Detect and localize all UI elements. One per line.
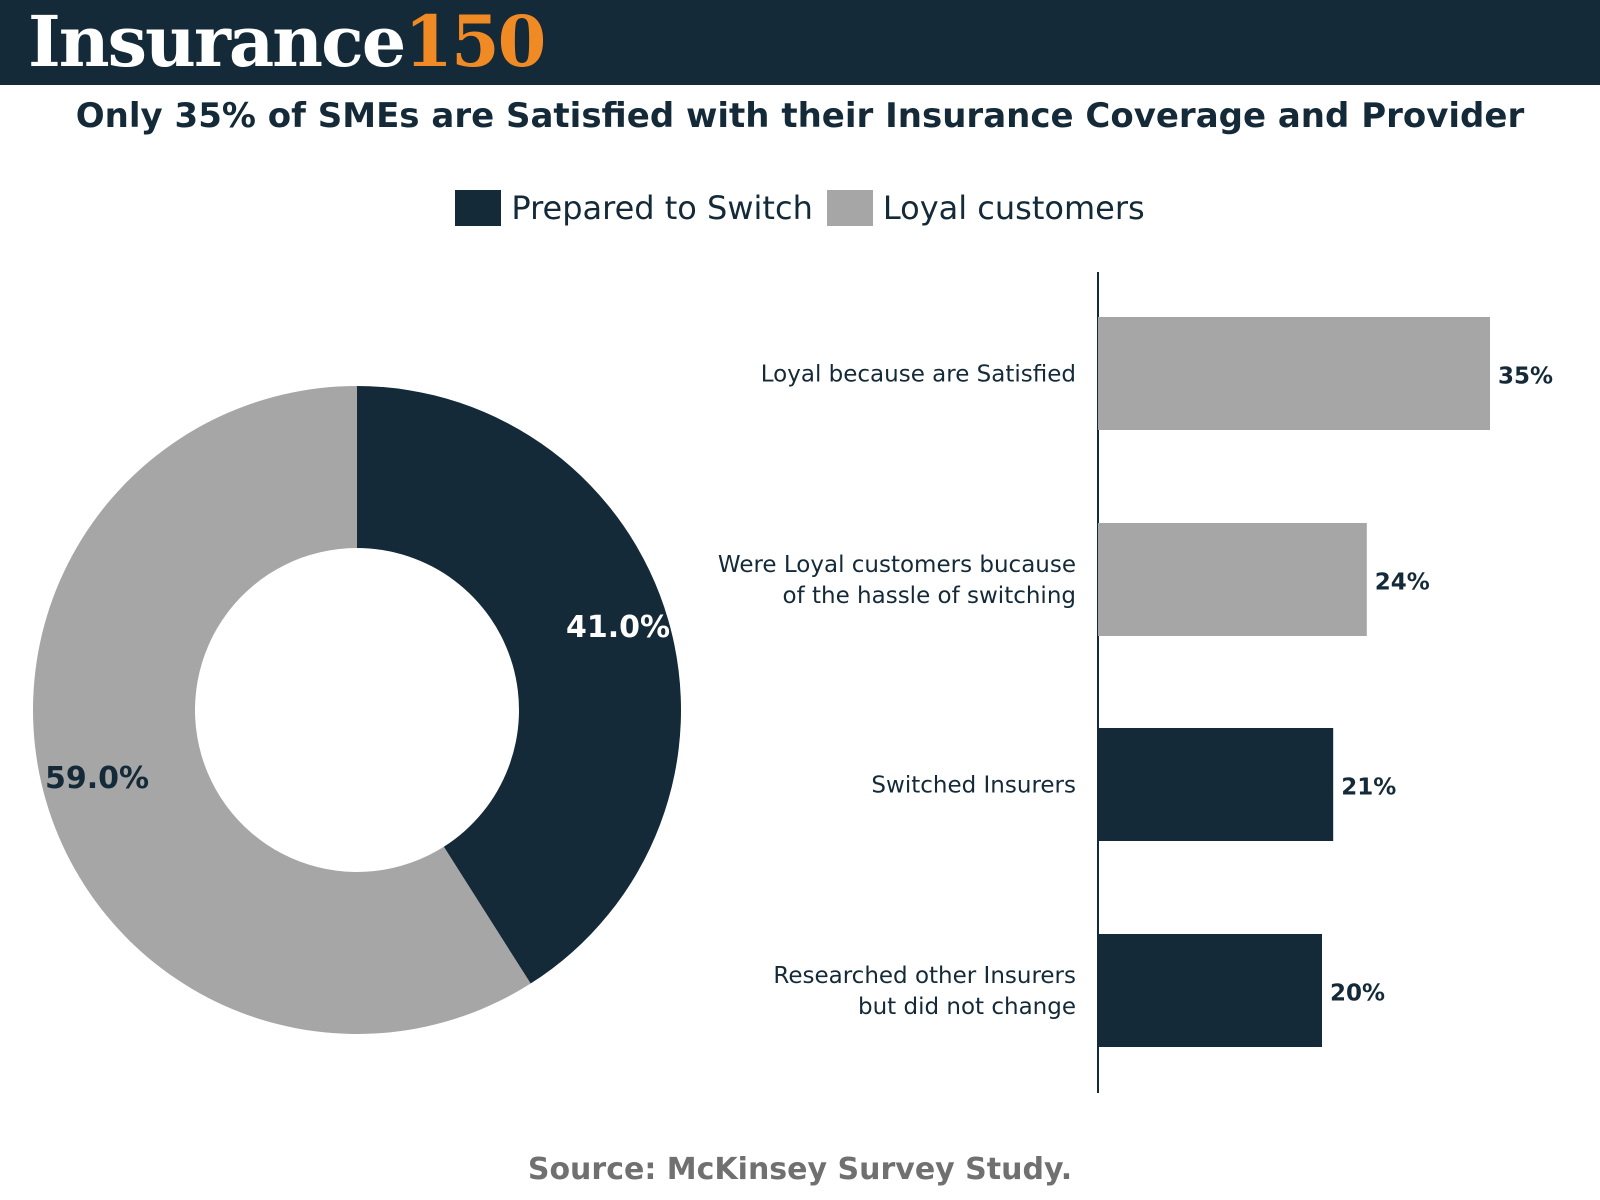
bar-value-label: 21% <box>1341 775 1396 801</box>
chart-title: Only 35% of SMEs are Satisfied with thei… <box>75 96 1525 136</box>
bar-value-label: 35% <box>1498 364 1553 390</box>
donut-chart: 41.0% 59.0% <box>33 386 681 1034</box>
bar-category-label: Were Loyal customers bucause <box>718 552 1076 578</box>
header-banner: Insurance150 <box>0 0 1600 85</box>
bar-chart: 35% Loyal because are Satisfied 24% Were Lo… <box>718 272 1553 1093</box>
bar-category-label: Researched other Insurers <box>773 963 1076 989</box>
bar-category-label: Switched Insurers <box>871 773 1076 799</box>
legend-swatch-gray <box>826 190 873 226</box>
legend-item-prepared-to-switch: Prepared to Switch <box>455 188 813 228</box>
bar-category-label: of the hassle of switching <box>783 583 1077 609</box>
bar <box>1098 934 1322 1047</box>
bar-category-label: but did not change <box>858 994 1076 1020</box>
brand-number: 150 <box>404 0 546 83</box>
brand-logo: Insurance150 <box>28 0 546 83</box>
legend: Prepared to Switch Loyal customers <box>0 188 1600 228</box>
legend-item-loyal-customers: Loyal customers <box>826 188 1145 228</box>
bar <box>1098 523 1367 636</box>
donut-value-label: 41.0% <box>566 610 670 645</box>
bar-value-label: 20% <box>1330 981 1385 1007</box>
donut-value-label: 59.0% <box>45 761 149 796</box>
legend-swatch-navy <box>455 190 502 226</box>
brand-word: Insurance <box>28 0 406 83</box>
bar <box>1098 728 1334 841</box>
source-note: Source: McKinsey Survey Study. <box>527 1152 1073 1187</box>
bar-category-label: Loyal because are Satisfied <box>761 362 1076 388</box>
bar-value-label: 24% <box>1375 570 1430 596</box>
donut-slice <box>33 386 531 1034</box>
bar <box>1098 317 1490 430</box>
legend-label: Loyal customers <box>882 189 1145 227</box>
legend-label: Prepared to Switch <box>511 189 813 227</box>
donut-slice <box>357 386 681 984</box>
